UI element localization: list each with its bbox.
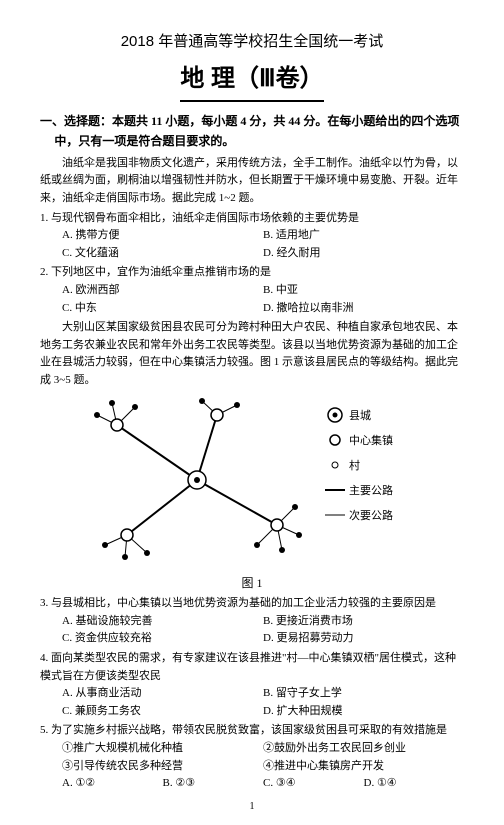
section-1-title: 一、选择题：本题共 11 小题，每小题 4 分，共 44 分。在每小题给出的四个…	[40, 112, 464, 150]
q1-option-a: A. 携带方便	[62, 227, 263, 245]
q4-option-d: D. 扩大种田规模	[263, 703, 464, 721]
q5-item-3: ③引导传统农民多种经营	[62, 758, 263, 776]
question-5-options: A. ①② B. ②③ C. ③④ D. ①④	[40, 775, 464, 793]
legend-minor-road-label: 次要公路	[349, 508, 393, 522]
figure-1: 县城 中心集镇 村 主要公路 次要公路 图 1	[40, 395, 464, 593]
exam-year-title: 2018 年普通高等学校招生全国统一考试	[40, 30, 464, 54]
q5-option-c: C. ③④	[263, 775, 364, 793]
q5-item-2: ②鼓励外出务工农民回乡创业	[263, 740, 464, 758]
q3-option-c: C. 资金供应较充裕	[62, 630, 263, 648]
q2-option-d: D. 撒哈拉以南非洲	[263, 300, 464, 318]
question-1: 1. 与现代钢骨布面伞相比，油纸伞走俏国际市场依赖的主要优势是 A. 携带方便 …	[40, 210, 464, 263]
q1-option-b: B. 适用地广	[263, 227, 464, 245]
question-3-options: A. 基础设施较完善 B. 更接近消费市场 C. 资金供应较充裕 D. 更易招募…	[40, 613, 464, 648]
question-2-options: A. 欧洲西部 B. 中亚 C. 中东 D. 撒哈拉以南非洲	[40, 282, 464, 317]
legend-main-road-label: 主要公路	[349, 484, 393, 497]
legend-village-label: 村	[349, 458, 360, 472]
legend-town-label: 中心集镇	[349, 433, 393, 447]
q3-option-a: A. 基础设施较完善	[62, 613, 263, 631]
question-4-options: A. 从事商业活动 B. 留守子女上学 C. 兼顾务工务农 D. 扩大种田规模	[40, 685, 464, 720]
figure-1-caption: 图 1	[40, 574, 464, 593]
question-5-items: ①推广大规模机械化种植 ②鼓励外出务工农民回乡创业 ③引导传统农民多种经营 ④推…	[40, 740, 464, 775]
q1-option-d: D. 经久耐用	[263, 245, 464, 263]
q4-option-b: B. 留守子女上学	[263, 685, 464, 703]
question-3-stem: 3. 与县城相比，中心集镇以当地优势资源为基础的加工企业活力较强的主要原因是	[40, 595, 464, 613]
question-1-options: A. 携带方便 B. 适用地广 C. 文化蕴涵 D. 经久耐用	[40, 227, 464, 262]
q5-item-1: ①推广大规模机械化种植	[62, 740, 263, 758]
q2-option-a: A. 欧洲西部	[62, 282, 263, 300]
question-3: 3. 与县城相比，中心集镇以当地优势资源为基础的加工企业活力较强的主要原因是 A…	[40, 595, 464, 648]
q2-option-b: B. 中亚	[263, 282, 464, 300]
q2-option-c: C. 中东	[62, 300, 263, 318]
subject-title: 地 理（Ⅲ卷）	[180, 60, 323, 102]
legend-county-label: 县城	[349, 409, 371, 422]
figure-1-svg: 县城 中心集镇 村 主要公路 次要公路	[87, 395, 417, 565]
question-2: 2. 下列地区中，宜作为油纸伞重点推销市场的是 A. 欧洲西部 B. 中亚 C.…	[40, 264, 464, 317]
passage-2: 大别山区某国家级贫困县农民可分为跨村种田大户农民、种植自家承包地农民、本地务工务…	[40, 319, 464, 389]
question-1-stem: 1. 与现代钢骨布面伞相比，油纸伞走俏国际市场依赖的主要优势是	[40, 210, 464, 228]
question-5: 5. 为了实施乡村振兴战略，带领农民脱贫致富，该国家级贫困县可采取的有效措施是 …	[40, 722, 464, 792]
q4-option-c: C. 兼顾务工务农	[62, 703, 263, 721]
q3-option-b: B. 更接近消费市场	[263, 613, 464, 631]
passage-1: 油纸伞是我国非物质文化遗产，采用传统方法，全手工制作。油纸伞以竹为骨，以纸或丝绸…	[40, 155, 464, 208]
q5-option-b: B. ②③	[163, 775, 264, 793]
question-2-stem: 2. 下列地区中，宜作为油纸伞重点推销市场的是	[40, 264, 464, 282]
question-5-stem: 5. 为了实施乡村振兴战略，带领农民脱贫致富，该国家级贫困县可采取的有效措施是	[40, 722, 464, 740]
page-number: 1	[40, 799, 464, 815]
q5-item-4: ④推进中心集镇房产开发	[263, 758, 464, 776]
q5-option-d: D. ①④	[364, 775, 465, 793]
question-4-stem: 4. 面向某类型农民的需求，有专家建议在该县推进"村—中心集镇双栖"居住模式，这…	[40, 650, 464, 685]
question-4: 4. 面向某类型农民的需求，有专家建议在该县推进"村—中心集镇双栖"居住模式，这…	[40, 650, 464, 720]
q4-option-a: A. 从事商业活动	[62, 685, 263, 703]
exam-page: 2018 年普通高等学校招生全国统一考试 地 理（Ⅲ卷） 一、选择题：本题共 1…	[0, 0, 504, 825]
q1-option-c: C. 文化蕴涵	[62, 245, 263, 263]
q5-option-a: A. ①②	[62, 775, 163, 793]
q3-option-d: D. 更易招募劳动力	[263, 630, 464, 648]
